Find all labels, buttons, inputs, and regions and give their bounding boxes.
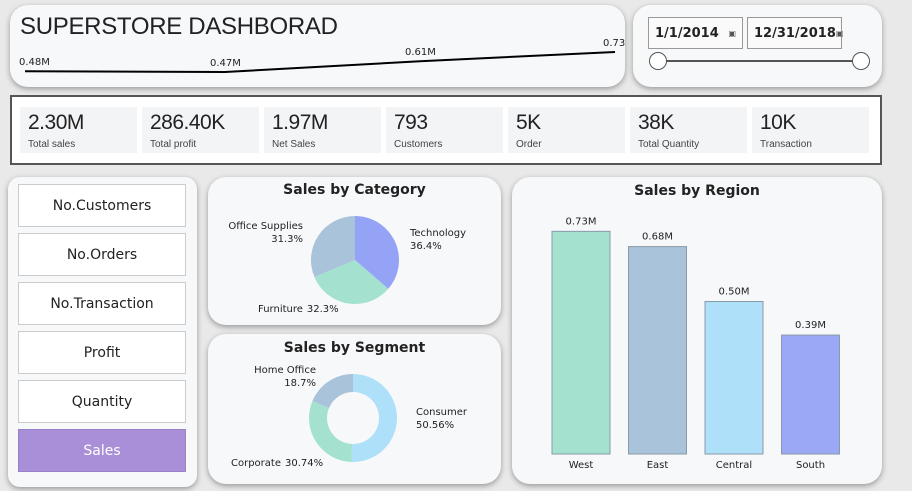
kpi-label: Net Sales xyxy=(272,139,316,150)
measure-button[interactable]: Profit xyxy=(18,331,186,374)
sales-by-segment-card: Sales by Segment Consumer 50.56% Home Offi… xyxy=(208,334,501,484)
measure-selector: No.Customers No.Orders No.Transaction Profi… xyxy=(8,177,197,487)
kpi-card: 38K Total Quantity xyxy=(630,107,747,153)
kpi-value: 793 xyxy=(394,111,428,134)
kpi-label: Total sales xyxy=(28,139,76,150)
measure-button[interactable]: Sales xyxy=(18,429,186,472)
sparkline-label: 0.61M xyxy=(405,47,436,58)
sales-by-region-card: Sales by Region 0.73M West 0.68M East 0.50M C… xyxy=(512,177,882,484)
chart-title: Sales by Segment xyxy=(283,340,426,356)
kpi-value: 10K xyxy=(760,111,796,134)
kpi-label: Order xyxy=(516,139,542,150)
slice-home-office[interactable] xyxy=(312,374,353,408)
slice-furniture[interactable] xyxy=(314,260,389,304)
page-title: SUPERSTORE DASHBORAD xyxy=(20,13,338,40)
measure-button[interactable]: Quantity xyxy=(18,380,186,423)
date-slider-track[interactable] xyxy=(658,60,862,62)
measure-button[interactable]: No.Customers xyxy=(18,184,186,227)
kpi-label: Total Quantity xyxy=(638,139,700,150)
measure-button[interactable]: No.Transaction xyxy=(18,282,186,325)
sales-trend-sparkline: 0.48M 0.47M 0.61M 0.73M xyxy=(19,38,625,74)
data-label: Furniture 32.3% xyxy=(258,304,339,315)
chart-title: Sales by Region xyxy=(634,183,760,199)
slice-technology[interactable] xyxy=(355,216,399,289)
kpi-label: Transaction xyxy=(760,139,812,150)
x-tick-label: West xyxy=(569,460,594,471)
kpi-value: 38K xyxy=(638,111,674,134)
calendar-icon[interactable]: ▣ xyxy=(728,28,736,38)
data-label: Corporate 30.74% xyxy=(231,458,323,469)
bar-east[interactable] xyxy=(628,246,687,455)
chart-title: Sales by Category xyxy=(283,182,426,198)
end-date-value: 12/31/2018 xyxy=(754,25,836,41)
bar-value-label: 0.73M xyxy=(566,216,597,227)
calendar-icon[interactable]: ▣ xyxy=(835,28,844,38)
data-label: Consumer xyxy=(416,407,468,418)
x-tick-label: South xyxy=(796,460,825,471)
sparkline-label: 0.48M xyxy=(19,57,50,68)
data-label: 50.56% xyxy=(416,420,454,431)
start-date-input[interactable]: 1/1/2014 ▣ xyxy=(648,17,743,49)
title-card: SUPERSTORE DASHBORAD 0.48M 0.47M 0.61M 0.73… xyxy=(10,5,625,87)
slice-corporate[interactable] xyxy=(308,401,353,462)
date-range-filter: 1/1/2014 ▣ 12/31/2018 ▣ xyxy=(633,5,882,87)
data-label: Home Office xyxy=(254,365,316,376)
sales-by-category-card: Sales by Category Technology 36.4% Office … xyxy=(208,177,501,325)
bar-central[interactable] xyxy=(704,301,764,455)
x-tick-label: East xyxy=(647,460,669,471)
data-label: Technology xyxy=(409,228,466,239)
bar-south[interactable] xyxy=(781,334,840,455)
kpi-card: 10K Transaction xyxy=(752,107,869,153)
data-label: 31.3% xyxy=(271,234,303,245)
kpi-label: Total profit xyxy=(150,139,197,150)
bar-west[interactable] xyxy=(551,230,611,455)
kpi-card: 2.30M Total sales xyxy=(20,107,137,153)
data-label: 36.4% xyxy=(410,241,442,252)
x-tick-label: Central xyxy=(716,460,752,471)
kpi-value: 286.40K xyxy=(150,111,225,134)
kpi-card: 793 Customers xyxy=(386,107,503,153)
start-slider-handle[interactable] xyxy=(649,52,667,70)
bar-value-label: 0.68M xyxy=(642,232,673,243)
kpi-value: 2.30M xyxy=(28,111,84,134)
slice-office-supplies[interactable] xyxy=(311,216,355,277)
kpi-value: 5K xyxy=(516,111,541,134)
end-slider-handle[interactable] xyxy=(852,52,870,70)
sparkline-line xyxy=(24,50,616,74)
slice-consumer[interactable] xyxy=(351,374,397,462)
start-date-value: 1/1/2014 xyxy=(655,25,719,41)
data-label: Office Supplies xyxy=(228,221,303,232)
bar-value-label: 0.50M xyxy=(719,287,750,298)
measure-button[interactable]: No.Orders xyxy=(18,233,186,276)
kpi-card: 1.97M Net Sales xyxy=(264,107,381,153)
sparkline-label: 0.73M xyxy=(603,38,625,49)
kpi-value: 1.97M xyxy=(272,111,328,134)
sparkline-label: 0.47M xyxy=(210,58,241,69)
bar-value-label: 0.39M xyxy=(795,320,826,331)
kpi-label: Customers xyxy=(394,139,443,150)
data-label: 18.7% xyxy=(284,378,316,389)
kpi-card: 5K Order xyxy=(508,107,625,153)
kpi-strip: 2.30M Total sales 286.40K Total profit 1.97M… xyxy=(10,95,882,165)
kpi-card: 286.40K Total profit xyxy=(142,107,259,153)
end-date-input[interactable]: 12/31/2018 ▣ xyxy=(747,17,844,49)
